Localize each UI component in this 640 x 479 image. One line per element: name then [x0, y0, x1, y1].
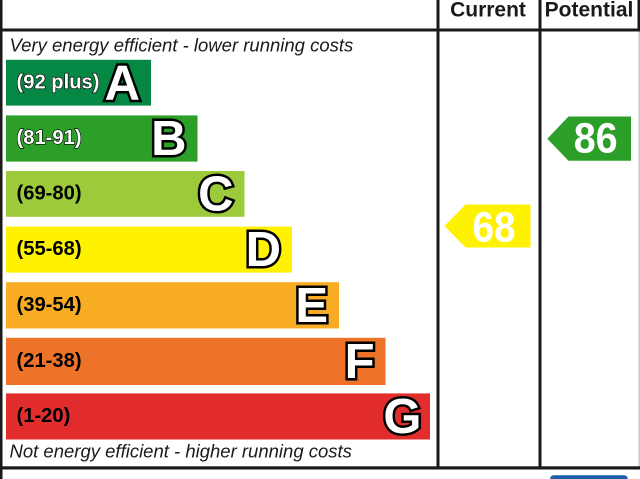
svg-text:Not energy efficient - higher: Not energy efficient - higher running co…	[10, 441, 352, 462]
svg-text:68: 68	[473, 203, 516, 251]
svg-text:F: F	[345, 335, 375, 389]
svg-text:E: E	[295, 279, 328, 333]
svg-text:(21-38): (21-38)	[17, 350, 82, 372]
svg-text:(92 plus): (92 plus)	[17, 71, 100, 93]
svg-text:Current: Current	[450, 0, 526, 22]
svg-text:A: A	[105, 56, 140, 110]
svg-text:(1-20): (1-20)	[17, 405, 71, 427]
svg-text:B: B	[151, 112, 186, 166]
svg-text:Potential: Potential	[545, 0, 634, 22]
svg-text:(39-54): (39-54)	[17, 294, 82, 316]
svg-text:C: C	[198, 167, 233, 221]
svg-text:D: D	[246, 223, 281, 277]
svg-text:G: G	[383, 390, 421, 444]
svg-text:86: 86	[574, 115, 618, 163]
svg-text:(81-91): (81-91)	[17, 127, 82, 149]
svg-text:(55-68): (55-68)	[17, 238, 82, 260]
svg-text:Very energy efficient - lower: Very energy efficient - lower running co…	[10, 35, 354, 56]
svg-text:(69-80): (69-80)	[17, 182, 82, 204]
